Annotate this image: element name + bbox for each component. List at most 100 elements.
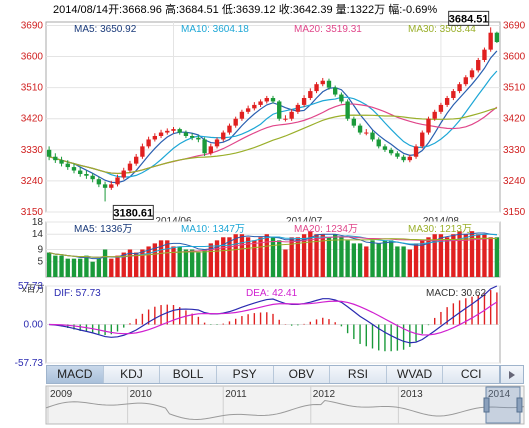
volume-bar [482,234,487,277]
candle-body [301,98,307,105]
volume-bar [140,249,145,277]
header-volume-label: 量: [335,4,350,16]
candle-body [401,156,406,161]
candle-body [333,87,338,95]
candle-body [388,149,394,154]
candle-body [221,132,226,140]
volume-bar [463,234,468,277]
volume-bar [382,240,388,277]
price-y-tick-right: 3240 [503,176,526,187]
candle-body [339,94,344,102]
volume-bar [78,258,83,277]
candle-body [65,163,70,168]
candle-body [370,132,375,140]
candle-body [326,80,332,88]
navigator-frame [45,385,525,425]
candle-body [146,139,151,147]
macd-dif-line [49,285,498,344]
tab-wvad[interactable]: WVAD [387,366,444,383]
volume-bar [301,234,307,277]
macd-legend-1: DEA: 42.41 [246,288,298,299]
price-y-tick-left: 3690 [21,20,44,31]
price-panel-frame [45,21,501,213]
candle-body [165,130,170,133]
volume-bar [488,237,493,277]
candle-body [233,118,238,126]
macd-unit-label: x百万 [22,284,45,294]
volume-bar [345,240,350,277]
volume-bar [295,237,301,277]
volume-bar [339,237,344,277]
volume-bar [308,231,313,277]
price-y-tick-right: 3510 [503,83,526,94]
macd-dea-line [49,300,498,336]
volume-bar [152,243,158,277]
tab-kdj[interactable]: KDJ [104,366,161,383]
candle-body [227,125,232,133]
candle-body [196,137,201,140]
candle-body [84,174,89,176]
candle-body [109,184,114,188]
candle-body [351,118,357,126]
price-y-tick-left: 3240 [21,176,44,187]
tab-psy[interactable]: PSY [217,366,274,383]
price-y-tick-left: 3150 [21,207,44,218]
volume-bar [314,234,319,277]
candle-body [357,125,363,133]
volume-bar [233,234,238,277]
candle-body [78,170,83,174]
candle-body [53,156,58,161]
volume-y-tick: 9 [37,245,43,256]
volume-bar [252,240,257,277]
volume-legend-1: MA10: 1347万 [181,224,245,235]
candle-body [140,146,145,157]
volume-bar [326,237,332,277]
tab-obv[interactable]: OBV [274,366,331,383]
volume-bar [432,234,437,277]
candle-body [71,167,77,171]
volume-bar [277,240,282,277]
volume-bar [221,237,226,277]
candle-body [463,77,468,85]
price-y-tick-right: 3600 [503,52,526,63]
volume-bar [90,261,95,277]
volume-bar [177,246,182,277]
candle-body [494,32,500,43]
volume-bar [96,258,102,277]
candle-body [457,84,462,92]
volume-bar [189,249,195,277]
candle-body [158,132,164,136]
volume-bar [158,240,164,277]
candle-body [264,98,269,102]
volume-bar [401,246,406,277]
volume-bar [476,234,481,277]
header-volume: 1322万 [349,4,386,16]
candle-body [413,146,419,157]
volume-bar [53,255,58,277]
macd-y-tick: 0.00 [24,320,44,331]
tabs-scroll-right-button[interactable] [500,365,524,384]
candle-body [208,146,213,154]
candle-body [96,179,102,185]
volume-legend-3: MA30: 1213万 [408,224,472,235]
volume-bar [71,258,77,277]
volume-bar [239,234,245,277]
tab-cci[interactable]: CCI [460,367,482,381]
tab-boll[interactable]: BOLL [160,366,217,383]
tab-macd[interactable]: MACD [47,366,104,383]
volume-bar [370,240,375,277]
tab-rsi[interactable]: RSI [330,366,387,383]
arrow-right-icon [509,371,515,379]
volume-bar [426,237,431,277]
volume-bar [469,231,475,277]
volume-bar [109,258,114,277]
volume-bar [171,246,176,277]
navigator-year-label: 2009 [50,389,73,400]
volume-bar [183,249,189,277]
ohlc-header: 2014/08/14开:3668.96 高:3684.51 低:3639.12 … [53,1,437,17]
candle-body [295,104,301,112]
volume-bar [146,246,151,277]
price-y-tick-left: 3510 [21,83,44,94]
volume-y-tick: 14 [32,229,44,240]
